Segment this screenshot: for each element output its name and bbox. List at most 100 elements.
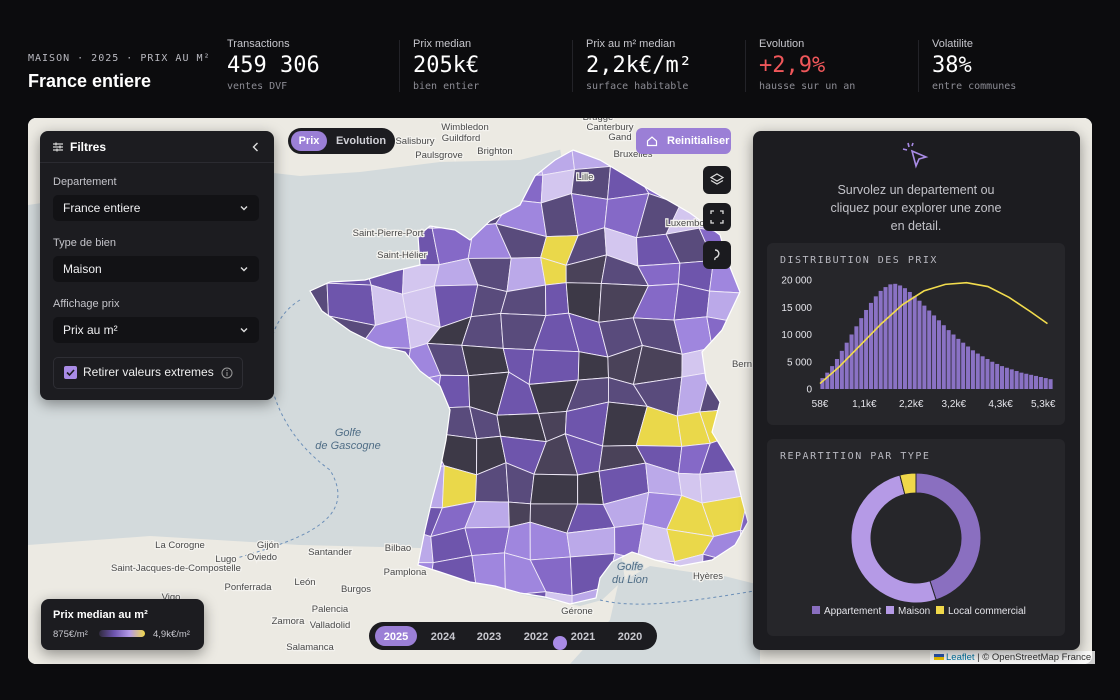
histogram-bar [922,305,927,389]
legend-min: 875€/m² [53,629,88,640]
donut-slice [899,472,917,496]
stat-separator [399,40,400,92]
year[interactable]: 2023 [476,631,502,643]
chevron [240,206,248,211]
x-tick-label: 2,2k€ [899,399,924,410]
mode-prix[interactable]: Prix [291,131,327,151]
stat-separator [918,40,919,92]
legend-swatch [812,606,820,614]
histogram-bar [917,300,922,389]
histogram-bar [956,338,961,389]
map-label: Bilbao [385,543,411,554]
select[interactable]: Prix au m² [53,317,259,343]
check-icon [66,369,75,377]
map-label: Palencia [312,604,349,615]
map-label: Burgos [341,584,371,595]
map-label: La Corogne [155,540,205,551]
histogram-bar [1048,379,1053,389]
map-label: Lugo [215,554,236,565]
collapse-button[interactable] [250,141,262,153]
departement[interactable] [464,526,510,557]
histogram-bar [878,290,883,389]
maritime-boundary [599,589,761,605]
divider [40,162,274,163]
departement[interactable] [566,526,616,558]
histogram-bar [868,302,873,389]
reset-button[interactable]: Reinitialiser [636,128,731,154]
stat-separator [745,40,746,92]
year-active-pill [375,626,417,646]
select-value: Prix au m² [63,323,118,337]
locate-button[interactable] [703,241,731,269]
map-label: Canterbury [587,122,634,133]
chevron-path [240,206,248,211]
map-label: Wimbledon [441,122,489,133]
stat: Prix au m² median 2,2k€/m² surface habitab… [586,38,756,92]
legend-label: Local commercial [948,606,1026,617]
select-value: Maison [63,262,102,276]
stat-note: hausse sur un an [759,81,856,92]
reset-label: Reinitialiser [667,135,730,147]
departement[interactable] [545,282,570,317]
checkbox-label: Retirer valeurs extremes [83,365,214,379]
y-tick-label: 15 000 [781,303,812,314]
fullscreen-button[interactable] [703,203,731,231]
map-label: Santander [308,547,352,558]
legend-gradient [99,630,145,637]
histogram-bar [932,315,937,389]
departement[interactable] [530,473,579,505]
stat-note: entre communes [932,81,1017,92]
year[interactable]: 2022 [523,631,549,643]
year[interactable]: 2024 [430,631,456,643]
field-label: Type de bien [53,237,116,249]
stat: Transactions 459 306 ventes DVF [227,38,397,92]
attribution-link[interactable]: Leaflet [946,652,975,663]
x-tick-label: 3,2k€ [942,399,967,410]
legend-title: Prix median au m² [53,609,148,621]
map-label: Saint-Jacques-de-Compostelle [111,563,241,574]
page-title: France entiere [28,71,152,91]
stat-label: Volatilite [932,38,973,50]
field-label: Affichage prix [53,298,120,310]
histogram-bar [985,359,990,389]
departement[interactable] [461,344,510,377]
mode-evolution[interactable]: Evolution [335,135,387,147]
year[interactable]: 2021 [570,631,596,643]
checkbox[interactable] [64,366,77,379]
legend-label: Maison [898,606,930,617]
chart-title: REPARTITION PAR TYPE [780,451,930,462]
histogram-bar [902,288,907,389]
histogram-bar [1009,369,1014,389]
fullscreen-icon [710,210,724,224]
select[interactable]: France entiere [53,195,259,221]
sea-label: Golfe [617,561,643,573]
info-icon[interactable] [221,367,233,379]
histogram-bar [1000,366,1005,389]
checkbox-row[interactable]: Retirer valeurs extremes [53,357,243,389]
select[interactable]: Maison [53,256,259,282]
histogram-bar [1029,374,1034,389]
cursor-icon [902,142,929,169]
year[interactable]: 2020 [617,631,643,643]
layers-button[interactable] [703,166,731,194]
departement[interactable] [528,349,580,385]
year[interactable]: 2025 [383,631,409,643]
timeline-handle[interactable] [553,636,567,650]
sea-label: du Lion [612,574,648,586]
histogram-bar [849,334,854,389]
histogram-bar [873,296,878,389]
histogram-bar [854,326,859,389]
histogram-bar [966,346,971,389]
sea-label: Golfe [335,427,361,439]
map-label: Oviedo [247,552,277,563]
density-line [819,281,1048,385]
sea-label: de Gascogne [315,440,380,452]
departement[interactable] [577,351,609,381]
stat-label: Evolution [759,38,805,50]
flag [934,654,944,660]
stat-note: bien entier [413,81,480,92]
legend-label: Appartement [824,606,881,617]
departement[interactable] [739,494,775,539]
map-label: Valladolid [310,620,351,631]
map-label: Bern [732,359,752,370]
